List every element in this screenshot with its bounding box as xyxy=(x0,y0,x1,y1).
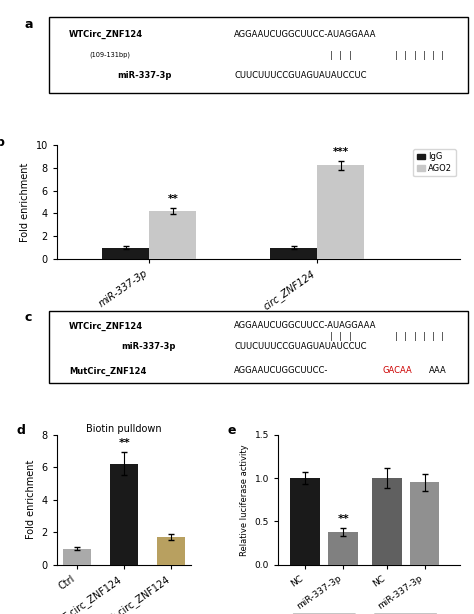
Text: |: | xyxy=(349,50,351,60)
Text: AGGAAUCUGGCUUCC-: AGGAAUCUGGCUUCC- xyxy=(234,367,328,376)
Text: (109-131bp): (109-131bp) xyxy=(89,52,130,58)
Text: |: | xyxy=(349,332,351,341)
Bar xyxy=(102,247,149,259)
Legend: IgG, AGO2: IgG, AGO2 xyxy=(413,149,456,176)
Text: WTCirc_ZNF124: WTCirc_ZNF124 xyxy=(69,30,143,39)
Text: ***: *** xyxy=(333,147,349,157)
Text: AGGAAUCUGGCUUCC-AUAGGAAA: AGGAAUCUGGCUUCC-AUAGGAAA xyxy=(234,30,377,39)
Text: |: | xyxy=(423,50,426,60)
Text: |: | xyxy=(404,50,407,60)
Text: AGGAAUCUGGCUUCC-AUAGGAAA: AGGAAUCUGGCUUCC-AUAGGAAA xyxy=(234,322,377,330)
Text: CUUCUUUCCGUAGUAUAUCCUC: CUUCUUUCCGUAGUAUAUCCUC xyxy=(234,71,367,80)
Text: miR-337-3p: miR-337-3p xyxy=(121,342,176,351)
Bar xyxy=(149,211,196,259)
Bar xyxy=(317,165,364,259)
Text: **: ** xyxy=(118,438,130,448)
Text: |: | xyxy=(441,50,444,60)
Text: c: c xyxy=(25,311,32,324)
Text: |: | xyxy=(330,332,333,341)
Y-axis label: Fold enrichment: Fold enrichment xyxy=(20,162,30,242)
Text: MutCirc_ZNF124: MutCirc_ZNF124 xyxy=(69,367,146,376)
Text: **: ** xyxy=(337,514,349,524)
Bar xyxy=(372,478,401,565)
Bar xyxy=(328,532,358,565)
Text: d: d xyxy=(17,424,26,437)
Bar xyxy=(110,464,138,565)
Text: |: | xyxy=(432,50,435,60)
Text: |: | xyxy=(413,332,416,341)
Text: |: | xyxy=(339,50,342,60)
Text: |: | xyxy=(395,332,398,341)
Bar xyxy=(291,478,320,565)
FancyBboxPatch shape xyxy=(49,311,468,383)
Text: |: | xyxy=(404,332,407,341)
Bar xyxy=(410,483,439,565)
Text: a: a xyxy=(25,18,33,31)
Y-axis label: Fold enrichment: Fold enrichment xyxy=(26,460,36,540)
Text: |: | xyxy=(413,50,416,60)
Text: |: | xyxy=(432,332,435,341)
Text: |: | xyxy=(339,332,342,341)
Bar xyxy=(63,548,91,565)
Text: |: | xyxy=(330,50,333,60)
Bar xyxy=(270,247,317,259)
Text: AAA: AAA xyxy=(429,367,447,376)
Text: WTCirc_ZNF124: WTCirc_ZNF124 xyxy=(69,321,143,330)
Text: |: | xyxy=(423,332,426,341)
Y-axis label: Relative luciferase activity: Relative luciferase activity xyxy=(240,444,249,556)
Text: e: e xyxy=(228,424,236,437)
Text: |: | xyxy=(441,332,444,341)
Bar xyxy=(157,537,185,565)
Text: CUUCUUUCCGUAGUAUAUCCUC: CUUCUUUCCGUAGUAUAUCCUC xyxy=(234,342,367,351)
Text: miR-337-3p: miR-337-3p xyxy=(117,71,172,80)
Text: |: | xyxy=(395,50,398,60)
Text: b: b xyxy=(0,136,5,149)
FancyBboxPatch shape xyxy=(49,17,468,93)
Title: Biotin pulldown: Biotin pulldown xyxy=(86,424,162,433)
Text: GACAA: GACAA xyxy=(383,367,412,376)
Text: **: ** xyxy=(167,193,178,204)
